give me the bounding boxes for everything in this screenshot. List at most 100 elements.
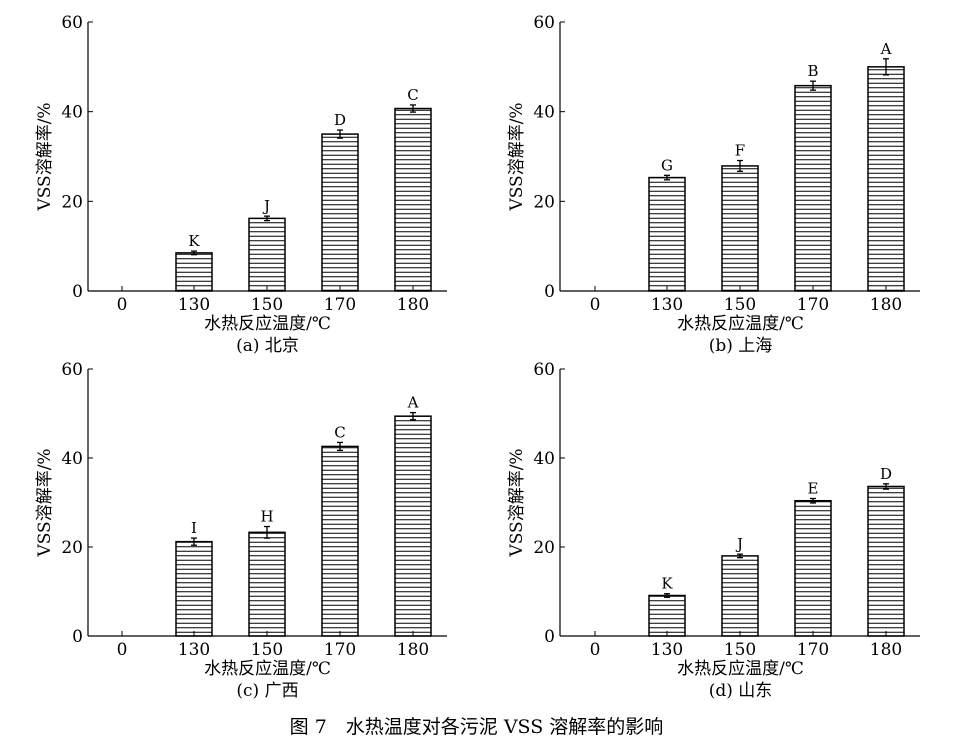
x-tick-label-c-2: 150 xyxy=(251,640,283,660)
bar-b-180 xyxy=(867,66,905,292)
error-bar-d-180 xyxy=(883,483,889,490)
y-tick-label-d-1: 20 xyxy=(533,538,555,558)
y-tick-label-a-3: 60 xyxy=(61,13,83,33)
error-bar-b-150 xyxy=(737,159,743,172)
error-bar-a-150 xyxy=(264,215,270,222)
y-tick-label-c-1: 20 xyxy=(61,538,83,558)
panel-c: 0 20 40 60 0 130 150 170 180 I H C A VSS溶解率/% 水热反应温度/℃… xyxy=(35,360,447,701)
x-tick-label-b-1: 130 xyxy=(651,295,683,315)
significance-letter-a-170: D xyxy=(334,111,346,129)
bar-c-130 xyxy=(175,540,213,637)
error-bar-d-150 xyxy=(737,553,743,559)
x-axis-title-d: 水热反应温度/℃ xyxy=(677,659,804,679)
significance-letter-d-170: E xyxy=(808,479,819,497)
x-tick-label-b-3: 170 xyxy=(797,295,829,315)
error-bar-b-170 xyxy=(810,80,816,91)
y-axis-title-a: VSS溶解率/% xyxy=(35,102,55,211)
panel-d: 0 20 40 60 0 130 150 170 180 K J E D VSS溶解率/% 水热反应温度/℃… xyxy=(507,360,920,701)
bar-a-130 xyxy=(175,252,213,292)
panel-b: 0 20 40 60 0 130 150 170 180 G F B A VSS溶解率/% 水热反应温度/℃… xyxy=(507,13,920,356)
bar-d-170 xyxy=(794,499,832,637)
x-tick-label-a-1: 130 xyxy=(178,295,210,315)
y-tick-label-d-3: 60 xyxy=(533,360,555,380)
x-tick-label-c-1: 130 xyxy=(178,640,210,660)
significance-letter-c-150: H xyxy=(260,508,273,526)
y-tick-label-b-0: 0 xyxy=(544,282,555,302)
error-bar-b-130 xyxy=(664,174,670,181)
y-tick-label-d-2: 40 xyxy=(533,449,555,469)
x-tick-label-a-4: 180 xyxy=(397,295,429,315)
error-bar-c-130 xyxy=(191,537,197,546)
bar-a-180 xyxy=(394,107,432,292)
significance-letter-b-180: A xyxy=(880,40,892,58)
x-tick-label-a-2: 150 xyxy=(251,295,283,315)
significance-letter-a-130: K xyxy=(188,232,200,250)
significance-letter-b-170: B xyxy=(807,62,818,80)
error-bar-a-170 xyxy=(337,129,343,139)
x-tick-label-a-0: 0 xyxy=(117,295,128,315)
x-tick-label-b-2: 150 xyxy=(724,295,756,315)
y-axis-title-c: VSS溶解率/% xyxy=(35,448,55,557)
error-bar-a-130 xyxy=(191,250,197,256)
significance-letter-c-130: I xyxy=(191,519,197,537)
error-bar-a-180 xyxy=(410,104,416,113)
error-bar-c-150 xyxy=(264,525,270,539)
significance-letter-a-180: C xyxy=(407,86,418,104)
error-bar-d-170 xyxy=(810,497,816,504)
x-tick-label-d-2: 150 xyxy=(724,640,756,660)
panel-label-a: (a) 北京 xyxy=(236,336,299,356)
y-tick-label-b-2: 40 xyxy=(533,103,555,123)
bar-d-150 xyxy=(721,555,759,637)
bar-d-130 xyxy=(648,594,686,637)
bar-b-150 xyxy=(721,165,759,292)
x-tick-label-b-0: 0 xyxy=(590,295,601,315)
error-bar-c-180 xyxy=(410,411,416,421)
x-tick-label-d-3: 170 xyxy=(797,640,829,660)
y-tick-label-a-2: 40 xyxy=(61,103,83,123)
bar-d-180 xyxy=(867,485,905,637)
y-tick-label-c-2: 40 xyxy=(61,449,83,469)
y-axis-title-b: VSS溶解率/% xyxy=(507,102,527,211)
panel-a: 0 20 40 60 0 130 150 170 180 K J D C VSS溶解率/% 水热反应温度/℃… xyxy=(35,13,447,356)
panel-label-d: (d) 山东 xyxy=(709,681,773,701)
x-tick-label-c-0: 0 xyxy=(117,640,128,660)
figure-caption: 图 7 水热温度对各污泥 VSS 溶解率的影响 xyxy=(289,716,664,738)
x-tick-label-c-4: 180 xyxy=(397,640,429,660)
bar-c-180 xyxy=(394,415,432,637)
x-tick-label-d-1: 130 xyxy=(651,640,683,660)
bar-b-170 xyxy=(794,84,832,292)
x-axis-title-a: 水热反应温度/℃ xyxy=(204,314,331,334)
x-tick-label-b-4: 180 xyxy=(870,295,902,315)
significance-letter-b-150: F xyxy=(735,142,745,160)
significance-letter-c-180: A xyxy=(407,394,419,412)
bar-b-130 xyxy=(648,176,686,292)
bar-c-150 xyxy=(248,531,286,637)
y-tick-label-b-3: 60 xyxy=(533,13,555,33)
x-axis-title-c: 水热反应温度/℃ xyxy=(204,659,331,679)
y-tick-label-a-0: 0 xyxy=(72,282,83,302)
y-tick-label-d-0: 0 xyxy=(544,627,555,647)
bar-a-150 xyxy=(248,217,286,292)
y-axis-title-d: VSS溶解率/% xyxy=(507,448,527,557)
panel-label-b: (b) 上海 xyxy=(709,336,773,356)
x-tick-label-c-3: 170 xyxy=(324,640,356,660)
significance-letter-d-150: J xyxy=(735,535,743,553)
significance-letter-d-180: D xyxy=(880,465,892,483)
x-tick-label-a-3: 170 xyxy=(324,295,356,315)
panel-label-c: (c) 广西 xyxy=(236,681,298,701)
significance-letter-a-150: J xyxy=(262,197,270,215)
error-bar-b-180 xyxy=(883,58,889,76)
significance-letter-c-170: C xyxy=(334,423,345,441)
y-tick-label-c-0: 0 xyxy=(72,627,83,647)
error-bar-c-170 xyxy=(337,441,343,452)
y-tick-label-c-3: 60 xyxy=(61,360,83,380)
y-tick-label-b-1: 20 xyxy=(533,192,555,212)
bar-c-170 xyxy=(321,445,359,637)
error-bar-d-130 xyxy=(664,593,670,598)
x-tick-label-d-0: 0 xyxy=(590,640,601,660)
significance-letter-b-130: G xyxy=(661,156,673,174)
x-tick-label-d-4: 180 xyxy=(870,640,902,660)
significance-letter-d-130: K xyxy=(661,575,673,593)
bar-a-170 xyxy=(321,133,359,292)
